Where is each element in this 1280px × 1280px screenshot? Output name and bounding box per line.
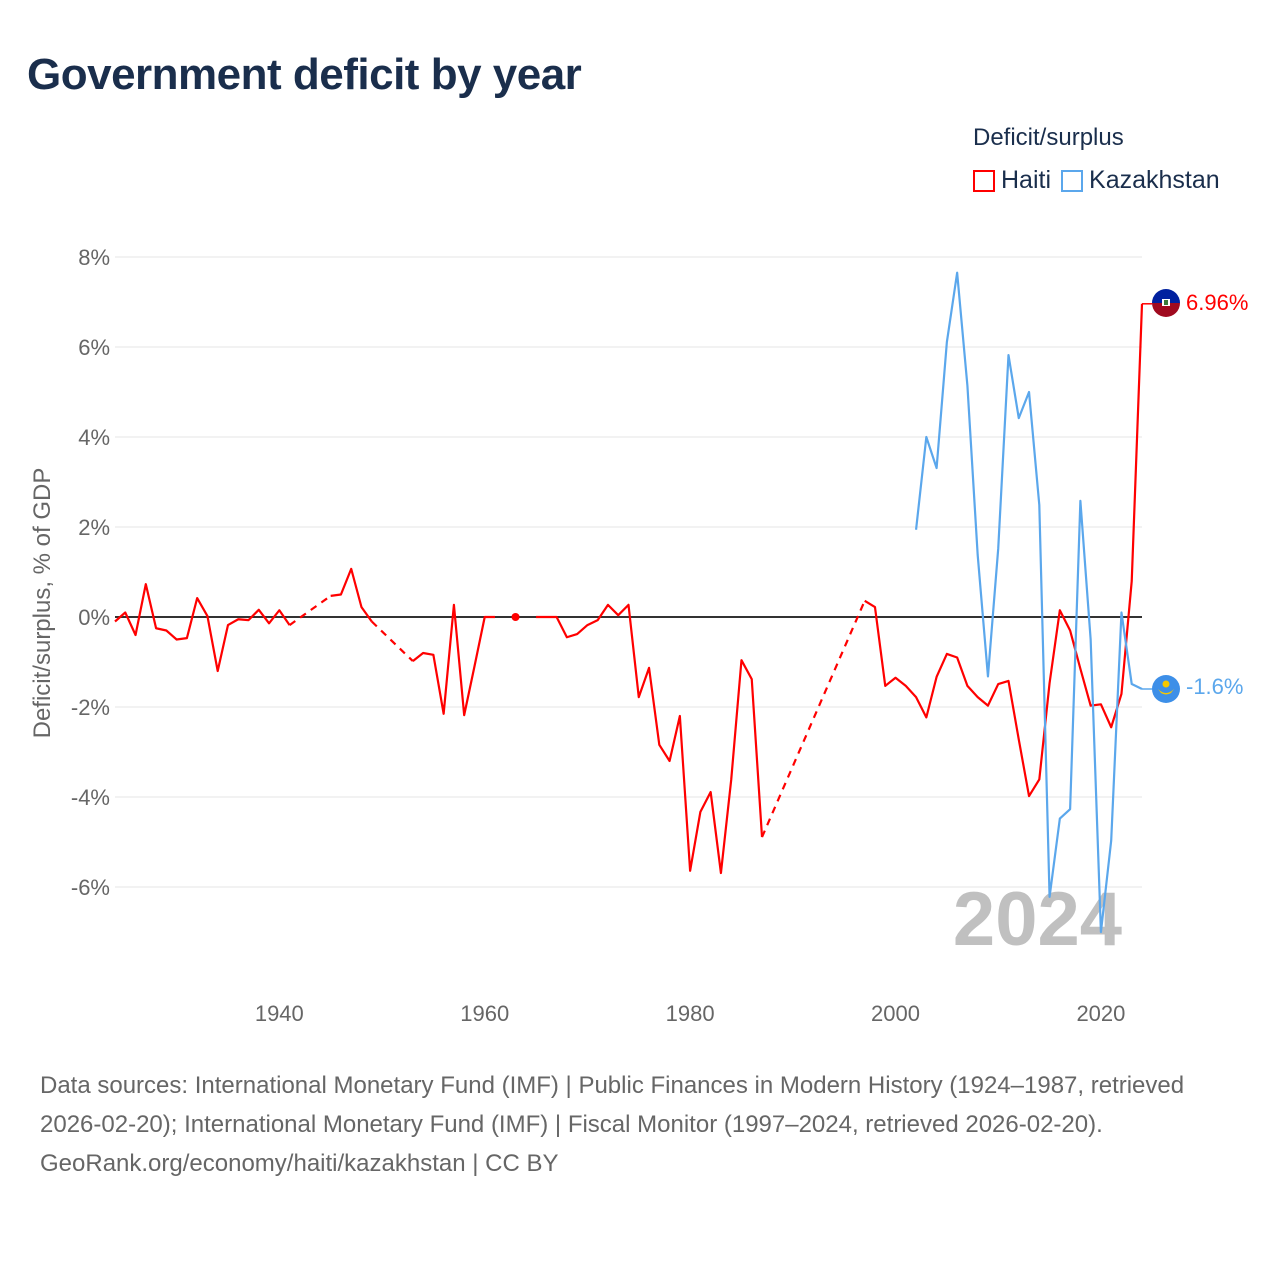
haiti-end-value: 6.96% (1186, 290, 1248, 315)
legend-label-haiti: Haiti (1001, 166, 1052, 194)
haiti-line (864, 303, 1144, 798)
haiti-line (330, 567, 373, 623)
y-tick-label: -2% (71, 695, 110, 720)
kazakhstan-end-value: -1.6% (1186, 674, 1243, 699)
x-tick-labels: 1940 1960 1980 2000 2020 (255, 1001, 1126, 1026)
y-tick-label: -6% (71, 875, 110, 900)
y-tick-label: 6% (78, 335, 110, 360)
year-watermark: 2024 (953, 877, 1122, 962)
y-tick-labels: 8% 6% 4% 2% 0% -2% -4% -6% (71, 245, 110, 900)
legend-swatch-kazakhstan (1061, 169, 1084, 192)
y-tick-label: -4% (71, 785, 110, 810)
legend-swatch-haiti (973, 169, 995, 192)
haiti-gap-line (761, 600, 866, 838)
x-tick-label: 1980 (666, 1001, 715, 1026)
x-tick-label: 1940 (255, 1001, 304, 1026)
legend-title: Deficit/surplus (973, 124, 1124, 151)
y-tick-label: 8% (78, 245, 110, 270)
chart-title: Government deficit by year (27, 50, 582, 99)
gridlines (115, 256, 1142, 888)
haiti-line (536, 603, 764, 875)
x-tick-label: 1960 (460, 1001, 509, 1026)
x-tick-label: 2020 (1076, 1001, 1125, 1026)
haiti-gap-line (288, 594, 332, 626)
kazakhstan-line (914, 271, 1143, 934)
end-label-kazakhstan: -1.6% (1152, 674, 1243, 703)
end-label-haiti: 6.96% (1152, 289, 1248, 317)
haiti-point (511, 613, 520, 621)
y-tick-label: 2% (78, 515, 110, 540)
legend-item-kazakhstan[interactable]: Kazakhstan (1061, 166, 1220, 195)
footer: Data sources: International Monetary Fun… (40, 1066, 1240, 1183)
y-tick-label: 0% (78, 605, 110, 630)
chart: 8% 6% 4% 2% 0% -2% -4% -6% 1940 1960 1980 2000 2020… (29, 245, 1248, 1026)
haiti-line (412, 603, 495, 717)
data-sources: Data sources: International Monetary Fun… (40, 1072, 1185, 1138)
legend-item-haiti[interactable]: Haiti (973, 166, 1051, 195)
y-axis-label: Deficit/surplus, % of GDP (29, 468, 56, 739)
legend: Haiti Kazakhstan (973, 166, 1220, 195)
y-tick-label: 4% (78, 425, 110, 450)
haiti-flag-icon (1152, 289, 1180, 317)
kazakhstan-flag-icon (1152, 675, 1180, 703)
haiti-line (114, 583, 291, 673)
series-lines (114, 271, 1152, 934)
legend-label-kazakhstan: Kazakhstan (1089, 166, 1220, 194)
haiti-gap-line (370, 620, 414, 662)
credit-link[interactable]: GeoRank.org/economy/haiti/kazakhstan | C… (40, 1150, 559, 1177)
x-tick-label: 2000 (871, 1001, 920, 1026)
